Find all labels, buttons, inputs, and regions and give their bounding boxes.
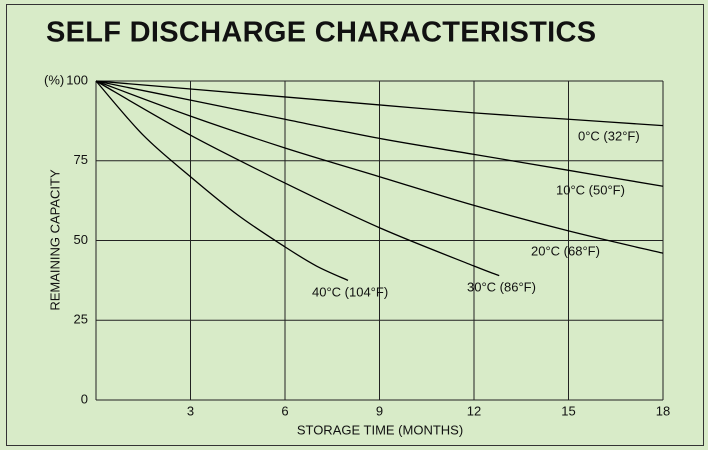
series-label: 30°C (86°F) <box>467 279 536 294</box>
series-label: 0°C (32°F) <box>578 128 640 143</box>
x-tick-label: 12 <box>467 403 481 418</box>
x-tick-label: 6 <box>281 403 288 418</box>
x-tick-label: 18 <box>656 403 670 418</box>
line <box>95 80 664 187</box>
series-label: 10°C (50°F) <box>556 182 625 197</box>
y-tick-label: 100 <box>66 72 88 87</box>
x-axis-label: STORAGE TIME (MONTHS) <box>297 422 463 437</box>
line <box>95 80 349 281</box>
y-tick-label: 75 <box>74 152 88 167</box>
y-tick-label: 50 <box>74 232 88 247</box>
y-tick-label: 0 <box>81 391 88 406</box>
line <box>95 80 500 277</box>
x-tick-label: 3 <box>187 403 194 418</box>
chart-title: SELF DISCHARGE CHARACTERISTICS <box>46 17 596 49</box>
x-tick-label: 9 <box>376 403 383 418</box>
series-label: 40°C (104°F) <box>312 284 388 299</box>
series-label: 20°C (68°F) <box>531 243 600 258</box>
y-axis-label: REMAINING CAPACITY <box>47 169 62 311</box>
frame <box>6 4 704 446</box>
line <box>95 80 664 254</box>
line <box>95 80 664 127</box>
x-tick-label: 15 <box>561 403 575 418</box>
y-unit: (%) <box>44 72 64 87</box>
y-tick-label: 25 <box>74 312 88 327</box>
